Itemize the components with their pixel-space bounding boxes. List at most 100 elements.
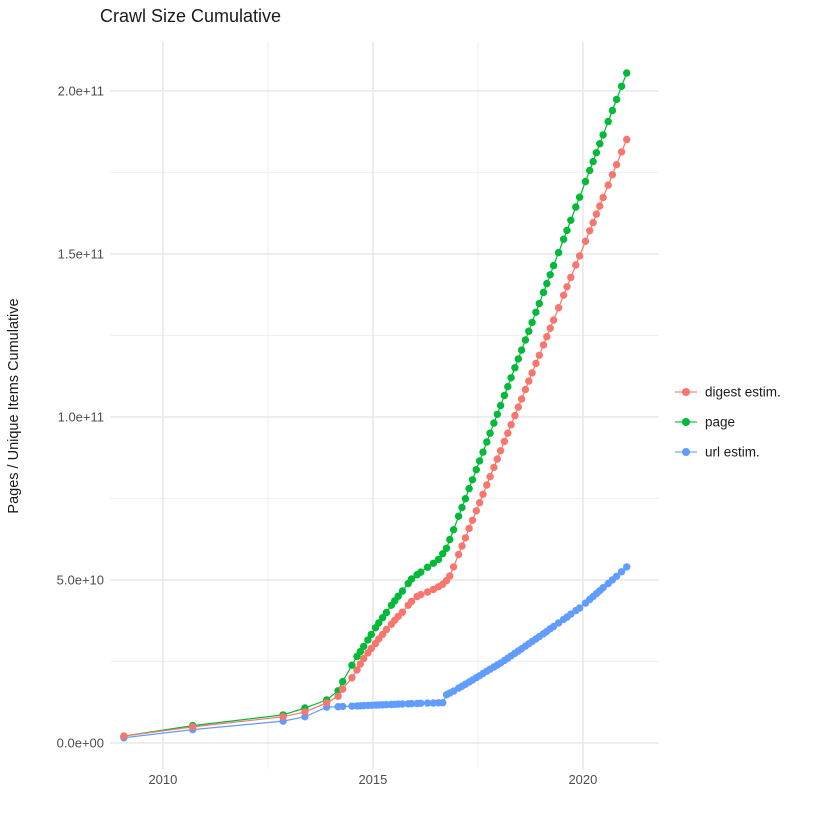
data-point (592, 210, 601, 218)
x-tick-label: 2015 (358, 772, 387, 787)
data-point (446, 535, 454, 544)
data-point (490, 419, 498, 427)
data-point (348, 661, 356, 669)
data-point (623, 69, 631, 77)
data-point (539, 288, 548, 297)
legend-entry-page: page (675, 415, 735, 430)
data-point (367, 630, 375, 639)
data-point (475, 457, 484, 465)
legend-label: digest estim. (705, 385, 781, 400)
data-point (360, 654, 368, 663)
series-line (123, 566, 628, 739)
legend-point-swatch (682, 388, 690, 396)
data-point (458, 503, 466, 512)
data-point (554, 248, 563, 257)
data-point (612, 572, 621, 580)
data-point (575, 193, 584, 201)
data-point (472, 466, 480, 474)
data-point (563, 226, 571, 235)
data-point (323, 699, 331, 707)
data-point (496, 401, 505, 410)
data-point (617, 82, 626, 91)
data-point (479, 448, 487, 456)
plot-panel (110, 42, 659, 769)
data-point (458, 542, 466, 550)
data-point (301, 708, 309, 716)
data-point (525, 327, 533, 335)
data-point (521, 385, 530, 394)
data-point (468, 516, 477, 524)
data-point (567, 216, 575, 224)
data-point (608, 106, 617, 115)
legend-point-swatch (682, 418, 690, 426)
y-axis-tick-labels: 0.0e+00 5.0e+10 1.0e+11 1.5e+11 2.0e+11 (57, 83, 104, 750)
data-point (468, 476, 477, 484)
data-point (454, 512, 463, 520)
data-point (486, 429, 494, 437)
data-point (394, 592, 402, 600)
data-point (483, 481, 491, 489)
data-point (334, 692, 342, 700)
data-point (398, 587, 407, 595)
legend-point-swatch (682, 448, 690, 456)
data-point (525, 377, 533, 385)
data-point (446, 572, 454, 580)
data-point (549, 261, 558, 270)
data-point (546, 271, 554, 279)
data-point (592, 149, 601, 157)
data-point (543, 279, 551, 288)
data-point (189, 723, 197, 731)
data-point (539, 341, 548, 349)
data-point (567, 273, 575, 282)
data-point (604, 181, 612, 189)
chart-title: Crawl Size Cumulative (100, 6, 281, 26)
data-point (360, 642, 368, 651)
data-point (617, 148, 626, 156)
data-point (581, 237, 590, 245)
gridlines-major (110, 42, 659, 769)
data-point (461, 534, 470, 542)
data-point (475, 499, 484, 507)
data-point (417, 568, 425, 576)
data-point (612, 95, 621, 104)
data-point (543, 333, 551, 341)
data-point (356, 660, 364, 668)
data-point (521, 336, 530, 344)
data-point (439, 550, 447, 558)
data-point (449, 526, 458, 534)
data-point (554, 304, 563, 312)
data-point (500, 391, 509, 400)
y-tick-label: 5.0e+10 (57, 572, 104, 587)
data-point (559, 235, 568, 243)
data-point (617, 568, 626, 576)
data-point (120, 732, 128, 740)
data-point (454, 550, 463, 559)
data-point (623, 563, 631, 571)
data-point (423, 563, 432, 571)
data-point (528, 369, 536, 377)
data-point (504, 382, 512, 391)
data-point (596, 202, 604, 210)
legend-entry-url: url estim. (675, 445, 760, 460)
x-axis-tick-labels: 2010 2015 2020 (148, 772, 597, 787)
data-point (423, 699, 432, 707)
data-point (511, 364, 519, 372)
data-point (575, 252, 584, 260)
data-point (572, 203, 580, 211)
data-point (514, 403, 522, 411)
data-point (623, 135, 631, 144)
data-point (382, 608, 391, 617)
data-point (549, 316, 558, 324)
data-point (507, 374, 515, 382)
data-point (375, 619, 383, 627)
data-point (367, 644, 375, 653)
legend: digest estim. page url estim. (675, 385, 781, 460)
data-point (604, 117, 612, 126)
data-point (490, 463, 498, 472)
legend-label: url estim. (705, 445, 760, 460)
data-point (423, 588, 432, 596)
data-series-layer (120, 69, 631, 742)
legend-label: page (705, 415, 735, 430)
y-tick-label: 2.0e+11 (58, 83, 104, 98)
